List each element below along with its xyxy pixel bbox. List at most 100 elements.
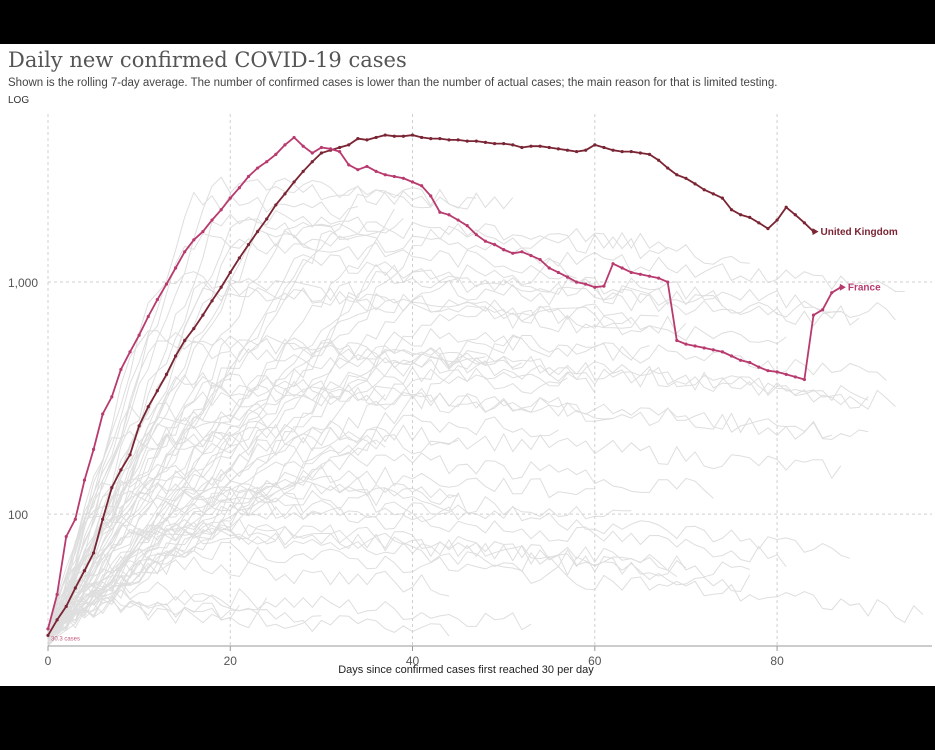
series-end-arrow (812, 228, 819, 236)
axes: 0 20 40 60 80 100 1,000 (8, 276, 932, 668)
data-point (265, 217, 269, 221)
data-point (128, 350, 132, 354)
data-point (183, 250, 187, 254)
background-country-line (47, 381, 386, 636)
data-point (584, 148, 588, 152)
data-point (520, 250, 524, 254)
background-country-line (47, 307, 787, 634)
data-point (420, 135, 424, 140)
data-point (183, 338, 187, 343)
data-point (647, 152, 652, 156)
data-point (684, 342, 688, 346)
series-france[interactable]: France (46, 135, 881, 631)
data-point (438, 210, 442, 214)
data-point (210, 218, 214, 222)
data-point (219, 208, 223, 212)
data-point (465, 224, 469, 228)
data-point (128, 453, 132, 457)
log-scale-toggle[interactable]: LOG (8, 95, 30, 106)
data-point (374, 135, 378, 140)
gridlines (47, 114, 932, 646)
x-tick-label: 20 (224, 654, 238, 668)
background-country-line (47, 292, 386, 646)
data-point (119, 367, 123, 372)
data-point (629, 149, 633, 154)
data-point (593, 285, 597, 289)
data-point (82, 478, 87, 482)
background-country-line (47, 281, 659, 635)
y-tick-label: 100 (8, 508, 28, 522)
data-point (155, 389, 159, 393)
data-point (137, 333, 141, 337)
data-point (729, 354, 734, 358)
data-point (529, 144, 533, 148)
data-point (474, 139, 478, 143)
data-point (383, 173, 387, 177)
background-country-line (47, 420, 842, 644)
data-point (620, 149, 624, 154)
data-point (192, 327, 196, 331)
data-point (638, 151, 642, 155)
data-point (246, 243, 251, 247)
data-point (237, 186, 241, 190)
data-point (602, 145, 606, 150)
background-country-line (47, 350, 896, 633)
series-label-france: France (848, 283, 881, 294)
data-point (201, 313, 205, 317)
data-point (392, 134, 396, 138)
data-point (693, 182, 697, 186)
background-country-line (47, 279, 841, 640)
data-point (365, 164, 369, 169)
data-point (574, 280, 579, 284)
data-point (365, 138, 369, 142)
data-point (775, 370, 779, 374)
data-point (274, 203, 278, 207)
background-country-line (47, 414, 559, 643)
data-point (292, 180, 296, 184)
data-point (757, 365, 761, 369)
data-point (173, 266, 178, 270)
data-point (766, 226, 770, 231)
data-point (538, 144, 542, 148)
data-point (821, 308, 825, 312)
data-point (429, 137, 433, 141)
data-point (73, 517, 77, 521)
data-point (338, 145, 342, 150)
data-point (110, 395, 114, 399)
data-point (82, 569, 87, 573)
data-point (784, 372, 788, 376)
data-point (319, 151, 324, 155)
background-country-line (47, 416, 377, 643)
data-point (693, 344, 697, 348)
data-point (447, 213, 451, 217)
data-point (483, 140, 488, 144)
data-point (757, 221, 761, 225)
x-tick-label: 40 (406, 654, 420, 668)
data-point (511, 143, 515, 147)
data-point (793, 213, 797, 217)
data-point (802, 221, 807, 225)
data-point (256, 229, 260, 234)
background-country-line (47, 515, 687, 637)
data-point (55, 618, 59, 622)
data-point (383, 133, 387, 137)
data-point (64, 534, 68, 539)
data-point (584, 282, 588, 286)
background-country-line (47, 340, 596, 628)
data-point (319, 145, 324, 150)
data-point (511, 251, 515, 255)
data-point (520, 145, 524, 150)
data-point (775, 218, 779, 222)
data-point (766, 369, 770, 373)
background-country-line (47, 495, 787, 641)
background-country-line (47, 492, 322, 630)
data-point (474, 233, 478, 237)
data-point (338, 149, 342, 154)
background-country-line (47, 475, 459, 636)
background-country-line (47, 270, 860, 634)
data-point (739, 358, 743, 362)
series-united-kingdom[interactable]: United Kingdom (46, 133, 898, 637)
data-point (538, 257, 542, 262)
data-point (356, 168, 360, 172)
background-country-line (47, 223, 669, 627)
